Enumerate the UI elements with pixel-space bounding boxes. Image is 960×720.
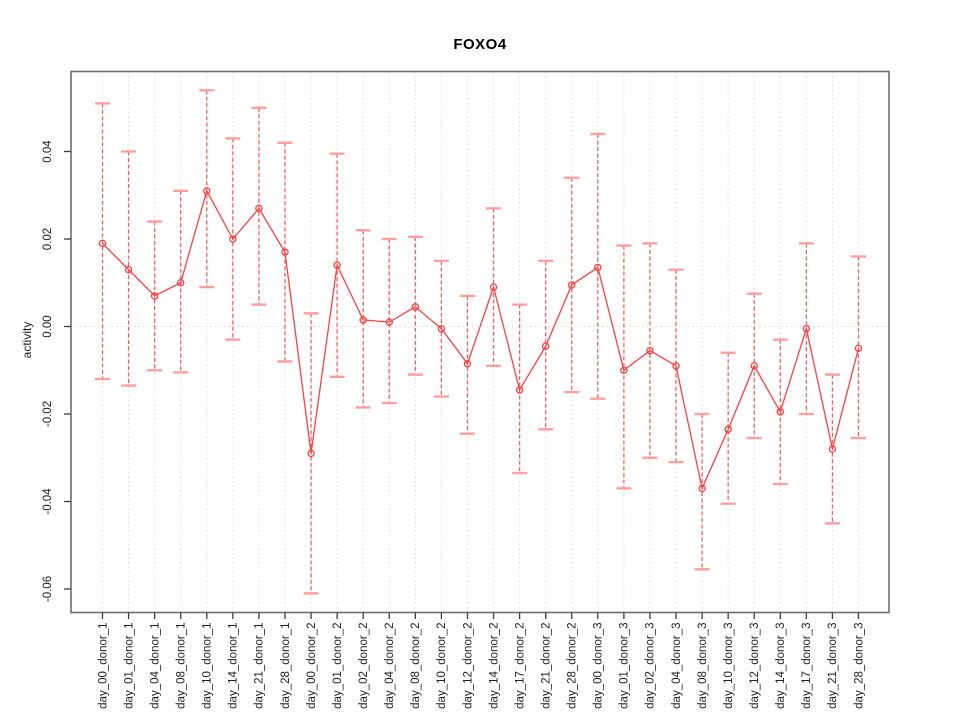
data-point xyxy=(698,484,706,493)
data-point xyxy=(229,235,237,243)
x-tick-label: day_17_donor_2 xyxy=(514,623,526,709)
y-axis: 0.04 0.02 0.00 -0.02 -0.04 -0.06 xyxy=(42,140,71,602)
x-tick-label: day_28_donor_2 xyxy=(567,623,579,709)
data-point xyxy=(489,283,498,291)
x-tick-label: day_21_donor_1 xyxy=(254,623,266,709)
x-tick-label: day_12_donor_2 xyxy=(462,623,474,709)
data-point xyxy=(333,261,341,269)
data-point xyxy=(203,187,211,195)
plot-box xyxy=(70,70,890,614)
x-tick-label: day_01_donor_2 xyxy=(332,623,344,709)
x-tick-label: day_17_donor_3 xyxy=(801,623,813,709)
data-point xyxy=(541,342,550,350)
data-point xyxy=(802,324,811,333)
data-point xyxy=(359,316,367,324)
x-tick-label: day_21_donor_3 xyxy=(827,623,839,709)
x-tick-label: day_02_donor_3 xyxy=(645,623,657,709)
data-point xyxy=(646,346,654,355)
data-point xyxy=(828,445,837,453)
y-tick-label: -0.02 xyxy=(42,401,54,427)
x-tick-label: day_08_donor_2 xyxy=(410,623,422,709)
data-point xyxy=(724,425,732,434)
x-tick-label: day_08_donor_1 xyxy=(176,623,188,709)
data-point xyxy=(567,281,576,289)
x-tick-label: day_12_donor_3 xyxy=(749,623,761,709)
data-point xyxy=(437,324,446,333)
y-tick-label: 0.02 xyxy=(42,228,54,250)
data-point xyxy=(150,292,159,300)
data-point xyxy=(854,344,863,353)
data-point xyxy=(463,359,472,368)
x-tick-label: day_28_donor_1 xyxy=(280,623,292,709)
gridlines xyxy=(71,71,889,613)
x-tick-label: day_04_donor_3 xyxy=(671,623,683,709)
y-tick-label: -0.04 xyxy=(42,488,54,515)
error-bars xyxy=(95,89,866,595)
x-tick-label: day_00_donor_3 xyxy=(593,623,605,709)
x-axis: day_00_donor_1 day_01_donor_1 day_04_donor… xyxy=(97,612,865,709)
data-point xyxy=(176,278,185,287)
data-point xyxy=(750,362,758,370)
data-point xyxy=(281,248,289,256)
x-tick-label: day_00_donor_2 xyxy=(306,623,318,709)
data-point xyxy=(307,449,315,458)
y-tick-label: 0.00 xyxy=(42,315,54,337)
x-tick-label: day_28_donor_3 xyxy=(853,623,865,709)
x-tick-label: day_01_donor_3 xyxy=(619,623,631,709)
data-point xyxy=(594,263,602,272)
x-tick-label: day_10_donor_3 xyxy=(723,623,735,709)
data-points xyxy=(98,187,863,493)
x-tick-label: day_21_donor_2 xyxy=(540,623,552,709)
data-point xyxy=(255,204,263,213)
data-point xyxy=(98,239,107,248)
data-point xyxy=(411,303,420,311)
series-line xyxy=(102,189,860,491)
x-tick-label: day_01_donor_1 xyxy=(123,623,135,709)
data-point xyxy=(515,386,524,394)
x-tick-label: day_14_donor_2 xyxy=(488,623,500,709)
data-point xyxy=(620,366,628,374)
x-tick-label: day_10_donor_1 xyxy=(202,623,214,709)
x-tick-label: day_04_donor_1 xyxy=(149,623,161,709)
y-tick-label: 0.04 xyxy=(42,140,54,163)
x-tick-label: day_02_donor_2 xyxy=(358,623,370,709)
x-tick-label: day_08_donor_3 xyxy=(697,623,709,709)
data-point xyxy=(672,362,680,370)
x-tick-label: day_04_donor_2 xyxy=(384,623,396,709)
x-tick-label: day_14_donor_1 xyxy=(228,623,240,709)
x-tick-label: day_00_donor_1 xyxy=(97,623,109,709)
x-tick-label: day_10_donor_2 xyxy=(436,623,448,709)
data-point xyxy=(124,265,133,274)
x-tick-label: day_14_donor_3 xyxy=(775,623,787,709)
data-point xyxy=(385,318,394,326)
data-point xyxy=(776,408,785,416)
y-tick-label: -0.06 xyxy=(42,576,54,602)
plot-title: FOXO4 xyxy=(453,36,507,53)
